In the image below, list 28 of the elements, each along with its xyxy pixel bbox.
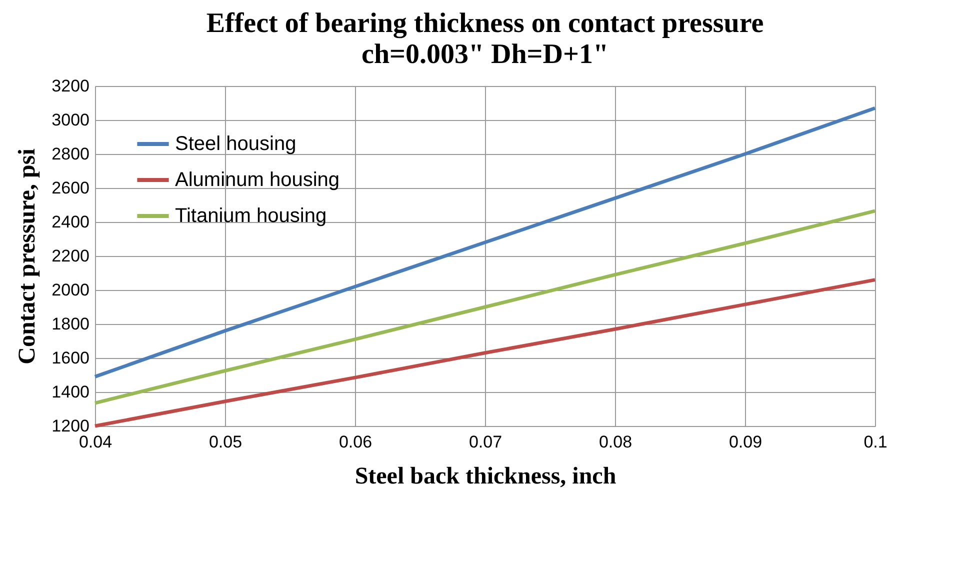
line-series	[93, 106, 877, 378]
y-tick-label: 1400	[52, 382, 90, 402]
y-tick-label: 1800	[52, 314, 90, 334]
x-tick-label: 0.06	[338, 432, 372, 452]
y-tick-label: 2600	[52, 178, 90, 198]
chart-title: Effect of bearing thickness on contact pressure	[206, 8, 764, 39]
x-tick-label: 0.05	[208, 432, 242, 452]
line-series	[93, 209, 877, 405]
x-axis-title: Steel back thickness, inch	[354, 464, 616, 490]
x-tick-label: 0.08	[598, 432, 632, 452]
x-tick-label: 0.07	[468, 432, 502, 452]
legend-label: Titanium housing	[175, 205, 327, 227]
chart-subtitle: ch=0.003" Dh=D+1"	[362, 39, 608, 70]
x-tick-label: 0.09	[728, 432, 762, 452]
y-tick-label: 2800	[52, 144, 90, 164]
legend-label: Aluminum housing	[175, 169, 340, 191]
x-tick-label: 0.1	[864, 432, 888, 452]
y-tick-label: 3000	[52, 110, 90, 130]
y-tick-label: 3200	[52, 76, 90, 96]
y-tick-label: 1200	[52, 416, 90, 436]
x-tick-label: 0.04	[78, 432, 112, 452]
y-tick-label: 2000	[52, 280, 90, 300]
y-tick-label: 2400	[52, 212, 90, 232]
y-axis-title: Contact pressure, psi	[14, 148, 41, 364]
line-series	[93, 278, 877, 428]
legend-label: Steel housing	[175, 133, 296, 155]
y-tick-label: 2200	[52, 246, 90, 266]
y-tick-label: 1600	[52, 348, 90, 368]
